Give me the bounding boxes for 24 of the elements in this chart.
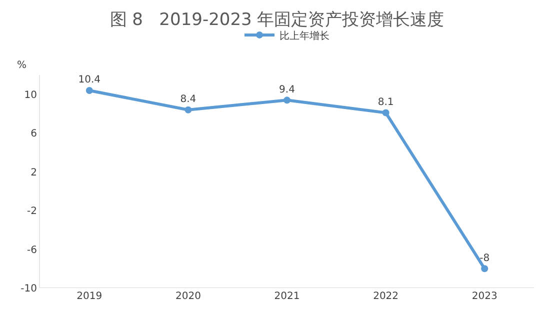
point xyxy=(86,86,93,94)
y-tick-label: 10 xyxy=(24,90,37,101)
y-tick-label: -10 xyxy=(20,284,37,294)
y-tick-label: 6 xyxy=(30,128,37,140)
y-tick-label: -2 xyxy=(27,206,37,218)
point xyxy=(184,106,192,114)
point xyxy=(481,265,488,272)
data-label: 8.4 xyxy=(180,94,196,105)
x-tick-label: 2019 xyxy=(76,291,102,302)
point xyxy=(284,96,290,104)
data-label: 9.4 xyxy=(279,84,295,96)
x-tick-label: 2022 xyxy=(373,291,399,302)
data-label: 8.1 xyxy=(378,96,394,108)
y-tick-label: -6 xyxy=(27,244,37,256)
x-tick-label: 2023 xyxy=(472,291,498,302)
y-tick-label: 2 xyxy=(30,167,37,178)
data-label: 10.4 xyxy=(78,74,101,86)
x-tick-label: 2021 xyxy=(274,291,300,302)
chart-title: 图 8 2019-2023 年固定资产投资增长速度 xyxy=(110,10,444,30)
y-axis-title: % xyxy=(17,60,27,71)
data-label: -8 xyxy=(480,252,490,264)
x-tick-label: 2020 xyxy=(175,291,201,302)
legend-label: 比上年增长 xyxy=(280,30,330,42)
point xyxy=(382,109,390,116)
